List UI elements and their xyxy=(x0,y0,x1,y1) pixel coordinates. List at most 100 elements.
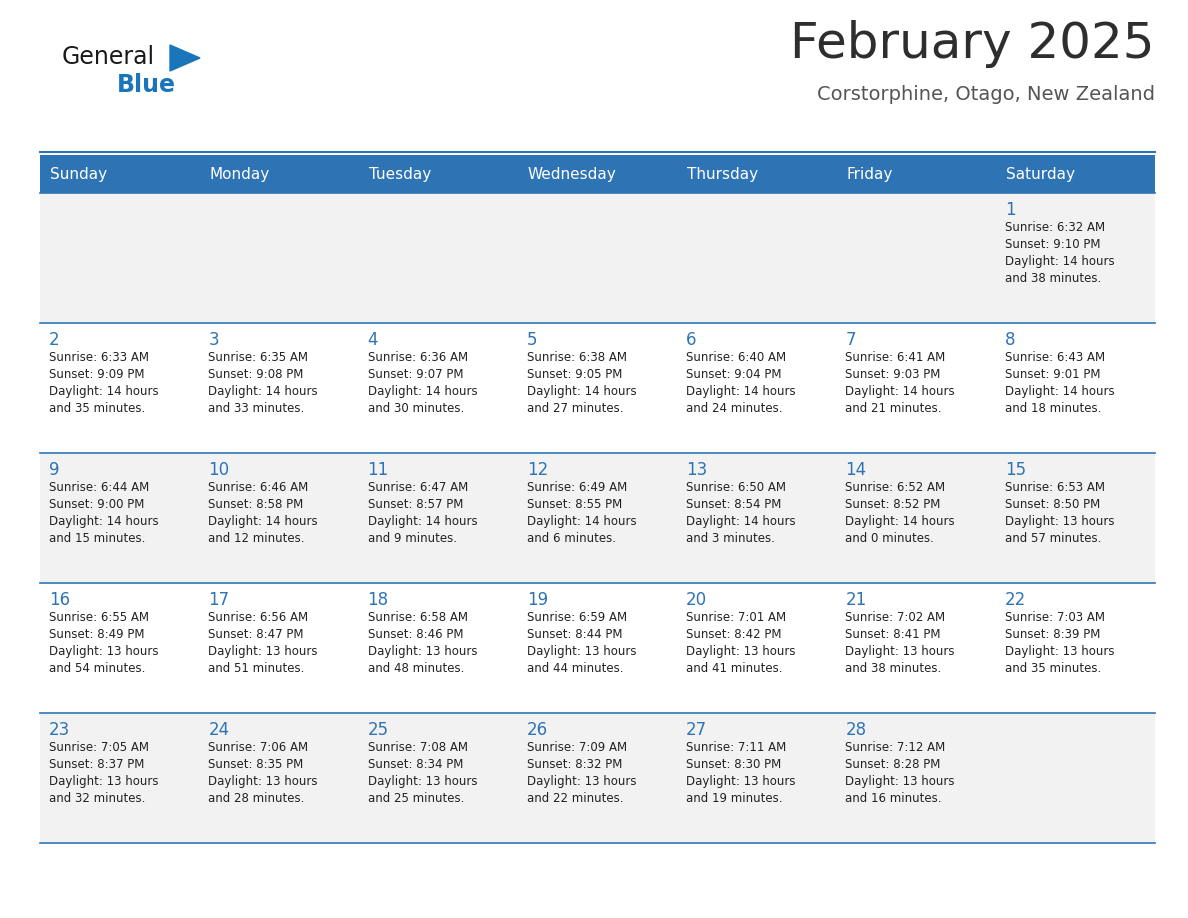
Text: and 35 minutes.: and 35 minutes. xyxy=(49,402,145,415)
Text: Daylight: 13 hours: Daylight: 13 hours xyxy=(687,775,796,788)
Text: and 51 minutes.: and 51 minutes. xyxy=(208,662,304,675)
Text: Daylight: 13 hours: Daylight: 13 hours xyxy=(49,775,158,788)
Text: Daylight: 13 hours: Daylight: 13 hours xyxy=(367,645,478,658)
Text: Daylight: 14 hours: Daylight: 14 hours xyxy=(687,385,796,398)
Text: Sunrise: 6:38 AM: Sunrise: 6:38 AM xyxy=(526,351,627,364)
Text: Sunset: 8:30 PM: Sunset: 8:30 PM xyxy=(687,758,782,771)
Text: Sunrise: 6:53 AM: Sunrise: 6:53 AM xyxy=(1005,481,1105,494)
Text: 12: 12 xyxy=(526,461,548,479)
Text: Sunrise: 7:06 AM: Sunrise: 7:06 AM xyxy=(208,741,309,754)
Text: Daylight: 13 hours: Daylight: 13 hours xyxy=(846,645,955,658)
Text: Sunrise: 6:58 AM: Sunrise: 6:58 AM xyxy=(367,611,468,624)
Bar xyxy=(40,155,1155,193)
Text: Sunset: 8:41 PM: Sunset: 8:41 PM xyxy=(846,628,941,641)
Text: Sunrise: 6:43 AM: Sunrise: 6:43 AM xyxy=(1005,351,1105,364)
Text: Sunrise: 6:44 AM: Sunrise: 6:44 AM xyxy=(49,481,150,494)
Text: Sunrise: 6:52 AM: Sunrise: 6:52 AM xyxy=(846,481,946,494)
Text: Sunset: 9:10 PM: Sunset: 9:10 PM xyxy=(1005,238,1100,251)
Text: Daylight: 13 hours: Daylight: 13 hours xyxy=(526,775,637,788)
Bar xyxy=(40,323,1155,453)
Text: February 2025: February 2025 xyxy=(790,20,1155,68)
Text: 17: 17 xyxy=(208,591,229,609)
Text: 14: 14 xyxy=(846,461,866,479)
Text: Daylight: 13 hours: Daylight: 13 hours xyxy=(208,775,317,788)
Text: Sunset: 8:46 PM: Sunset: 8:46 PM xyxy=(367,628,463,641)
Text: and 0 minutes.: and 0 minutes. xyxy=(846,532,934,545)
Text: Sunrise: 7:11 AM: Sunrise: 7:11 AM xyxy=(687,741,786,754)
Text: 22: 22 xyxy=(1005,591,1026,609)
Text: 13: 13 xyxy=(687,461,707,479)
Text: Daylight: 14 hours: Daylight: 14 hours xyxy=(846,385,955,398)
Text: 23: 23 xyxy=(49,721,70,739)
Text: Sunrise: 6:32 AM: Sunrise: 6:32 AM xyxy=(1005,221,1105,234)
Text: Sunset: 8:50 PM: Sunset: 8:50 PM xyxy=(1005,498,1100,511)
Text: Sunset: 8:39 PM: Sunset: 8:39 PM xyxy=(1005,628,1100,641)
Text: Daylight: 14 hours: Daylight: 14 hours xyxy=(208,515,318,528)
Text: and 6 minutes.: and 6 minutes. xyxy=(526,532,615,545)
Text: Sunset: 8:35 PM: Sunset: 8:35 PM xyxy=(208,758,304,771)
Text: Sunset: 8:44 PM: Sunset: 8:44 PM xyxy=(526,628,623,641)
Text: Sunset: 8:28 PM: Sunset: 8:28 PM xyxy=(846,758,941,771)
Text: and 27 minutes.: and 27 minutes. xyxy=(526,402,624,415)
Text: and 18 minutes.: and 18 minutes. xyxy=(1005,402,1101,415)
Text: Corstorphine, Otago, New Zealand: Corstorphine, Otago, New Zealand xyxy=(817,85,1155,104)
Text: Daylight: 14 hours: Daylight: 14 hours xyxy=(526,385,637,398)
Text: and 21 minutes.: and 21 minutes. xyxy=(846,402,942,415)
Text: Daylight: 14 hours: Daylight: 14 hours xyxy=(846,515,955,528)
Text: Sunrise: 6:46 AM: Sunrise: 6:46 AM xyxy=(208,481,309,494)
Bar xyxy=(40,193,1155,323)
Text: Daylight: 14 hours: Daylight: 14 hours xyxy=(49,385,159,398)
Text: and 3 minutes.: and 3 minutes. xyxy=(687,532,775,545)
Text: and 12 minutes.: and 12 minutes. xyxy=(208,532,305,545)
Text: Sunrise: 7:09 AM: Sunrise: 7:09 AM xyxy=(526,741,627,754)
Text: Sunrise: 6:47 AM: Sunrise: 6:47 AM xyxy=(367,481,468,494)
Text: Sunset: 8:55 PM: Sunset: 8:55 PM xyxy=(526,498,623,511)
Text: and 38 minutes.: and 38 minutes. xyxy=(846,662,942,675)
Text: Sunrise: 6:56 AM: Sunrise: 6:56 AM xyxy=(208,611,309,624)
Text: Sunset: 9:09 PM: Sunset: 9:09 PM xyxy=(49,368,145,381)
Text: General: General xyxy=(62,45,156,69)
Text: and 48 minutes.: and 48 minutes. xyxy=(367,662,465,675)
Text: 21: 21 xyxy=(846,591,867,609)
Text: Daylight: 14 hours: Daylight: 14 hours xyxy=(367,385,478,398)
Text: Monday: Monday xyxy=(209,166,270,182)
Text: Daylight: 14 hours: Daylight: 14 hours xyxy=(526,515,637,528)
Text: and 25 minutes.: and 25 minutes. xyxy=(367,792,465,805)
Text: and 16 minutes.: and 16 minutes. xyxy=(846,792,942,805)
Text: Sunrise: 7:05 AM: Sunrise: 7:05 AM xyxy=(49,741,148,754)
Text: Sunrise: 7:08 AM: Sunrise: 7:08 AM xyxy=(367,741,468,754)
Text: 10: 10 xyxy=(208,461,229,479)
Text: 7: 7 xyxy=(846,331,855,349)
Text: and 9 minutes.: and 9 minutes. xyxy=(367,532,456,545)
Text: Sunrise: 6:40 AM: Sunrise: 6:40 AM xyxy=(687,351,786,364)
Text: Blue: Blue xyxy=(116,73,176,97)
Text: Daylight: 13 hours: Daylight: 13 hours xyxy=(526,645,637,658)
Text: 5: 5 xyxy=(526,331,537,349)
Text: and 22 minutes.: and 22 minutes. xyxy=(526,792,624,805)
Text: Sunset: 8:37 PM: Sunset: 8:37 PM xyxy=(49,758,145,771)
Text: Daylight: 13 hours: Daylight: 13 hours xyxy=(1005,645,1114,658)
Text: Thursday: Thursday xyxy=(687,166,758,182)
Text: 1: 1 xyxy=(1005,201,1016,219)
Text: and 35 minutes.: and 35 minutes. xyxy=(1005,662,1101,675)
Text: 16: 16 xyxy=(49,591,70,609)
Text: Daylight: 14 hours: Daylight: 14 hours xyxy=(367,515,478,528)
Text: 4: 4 xyxy=(367,331,378,349)
Text: Sunrise: 6:35 AM: Sunrise: 6:35 AM xyxy=(208,351,308,364)
Text: Sunset: 8:57 PM: Sunset: 8:57 PM xyxy=(367,498,463,511)
Text: Sunset: 8:32 PM: Sunset: 8:32 PM xyxy=(526,758,623,771)
Text: 3: 3 xyxy=(208,331,219,349)
Text: 26: 26 xyxy=(526,721,548,739)
Text: Sunrise: 6:49 AM: Sunrise: 6:49 AM xyxy=(526,481,627,494)
Text: Sunset: 9:00 PM: Sunset: 9:00 PM xyxy=(49,498,145,511)
Text: 15: 15 xyxy=(1005,461,1026,479)
Text: Tuesday: Tuesday xyxy=(368,166,431,182)
Text: Daylight: 14 hours: Daylight: 14 hours xyxy=(208,385,318,398)
Text: Sunrise: 7:03 AM: Sunrise: 7:03 AM xyxy=(1005,611,1105,624)
Text: Daylight: 13 hours: Daylight: 13 hours xyxy=(1005,515,1114,528)
Text: Sunrise: 7:12 AM: Sunrise: 7:12 AM xyxy=(846,741,946,754)
Text: 9: 9 xyxy=(49,461,59,479)
Text: Daylight: 14 hours: Daylight: 14 hours xyxy=(687,515,796,528)
Text: Friday: Friday xyxy=(846,166,893,182)
Text: 27: 27 xyxy=(687,721,707,739)
